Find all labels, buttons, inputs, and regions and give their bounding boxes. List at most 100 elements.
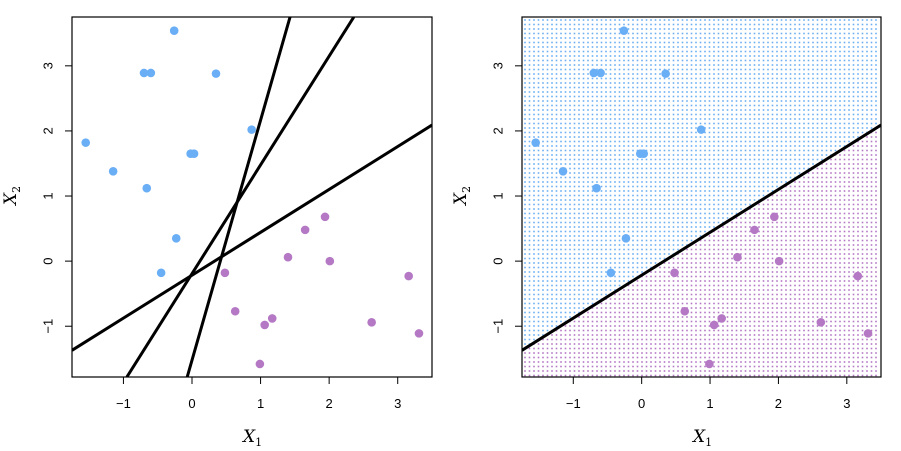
grid-dot [690,37,693,39]
grid-dot [524,338,526,341]
grid-dot [704,113,706,116]
grid-dot [623,212,625,215]
grid-dot [600,149,603,152]
grid-dot [555,212,558,215]
grid-dot [758,59,760,62]
grid-dot [560,248,562,251]
grid-dot [785,46,787,48]
grid-dot [722,199,724,201]
grid-dot [569,104,571,107]
grid-dot [528,338,531,341]
grid-dot [578,316,580,318]
grid-dot [735,365,738,368]
grid-dot [731,131,733,134]
grid-dot [596,158,598,161]
grid-dot [605,203,607,206]
grid-dot [695,28,697,30]
grid-dot [636,293,639,296]
grid-dot [695,68,697,71]
grid-dot [794,235,796,237]
grid-dot [713,347,715,350]
grid-dot [717,298,720,300]
grid-dot [704,158,706,161]
grid-dot [735,212,738,215]
grid-dot [569,28,571,30]
grid-dot [524,352,526,354]
grid-dot [740,163,742,165]
grid-dot [636,167,639,170]
grid-dot [528,244,531,246]
grid-dot [569,253,571,255]
grid-dot [704,59,706,62]
grid-dot [735,343,738,345]
grid-dot [560,190,562,192]
grid-dot [542,41,544,44]
class-purple-point [267,314,277,323]
grid-dot [609,163,612,165]
grid-dot [767,37,769,39]
grid-dot [582,100,585,102]
grid-dot [771,86,774,89]
grid-dot [780,230,783,233]
grid-dot [753,311,756,314]
grid-dot [695,176,697,179]
grid-dot [717,163,720,165]
grid-dot [551,172,553,174]
grid-dot [713,307,715,309]
grid-dot [681,343,684,345]
grid-dot [654,320,657,323]
grid-dot [681,338,684,341]
grid-dot [564,185,567,188]
grid-dot [641,131,643,134]
grid-dot [744,154,747,156]
grid-dot [591,55,594,57]
grid-dot [771,370,774,372]
grid-dot [663,109,666,111]
grid-dot [789,307,792,309]
grid-dot [668,163,670,165]
grid-dot [762,122,765,125]
grid-dot [609,257,612,260]
grid-dot [582,23,585,26]
grid-dot [735,59,738,62]
grid-dot [740,23,742,26]
grid-dot [659,46,661,48]
grid-dot [551,118,553,120]
grid-dot [762,262,765,264]
grid-dot [735,271,738,273]
grid-dot [717,64,720,66]
grid-dot [533,199,535,201]
grid-dot [749,307,751,309]
grid-dot [668,154,670,156]
grid-dot [672,289,675,291]
grid-dot [605,365,607,368]
grid-dot [587,131,589,134]
grid-dot [587,235,589,237]
grid-dot [744,136,747,138]
grid-dot [771,244,774,246]
grid-dot [780,293,783,296]
grid-dot [794,59,796,62]
grid-dot [596,266,598,269]
grid-dot [542,244,544,246]
grid-dot [596,172,598,174]
grid-dot [555,86,558,89]
grid-dot [785,82,787,84]
grid-dot [785,100,787,102]
grid-dot [591,338,594,341]
grid-dot [542,338,544,341]
grid-dot [632,176,634,179]
grid-dot [645,82,648,84]
grid-dot [744,262,747,264]
grid-dot [672,82,675,84]
grid-dot [690,82,693,84]
grid-dot [690,109,693,111]
grid-dot [623,122,625,125]
grid-dot [794,41,796,44]
grid-dot [758,163,760,165]
grid-dot [614,262,616,264]
grid-dot [789,266,792,269]
grid-dot [726,275,729,278]
grid-dot [749,41,751,44]
grid-dot [699,136,702,138]
